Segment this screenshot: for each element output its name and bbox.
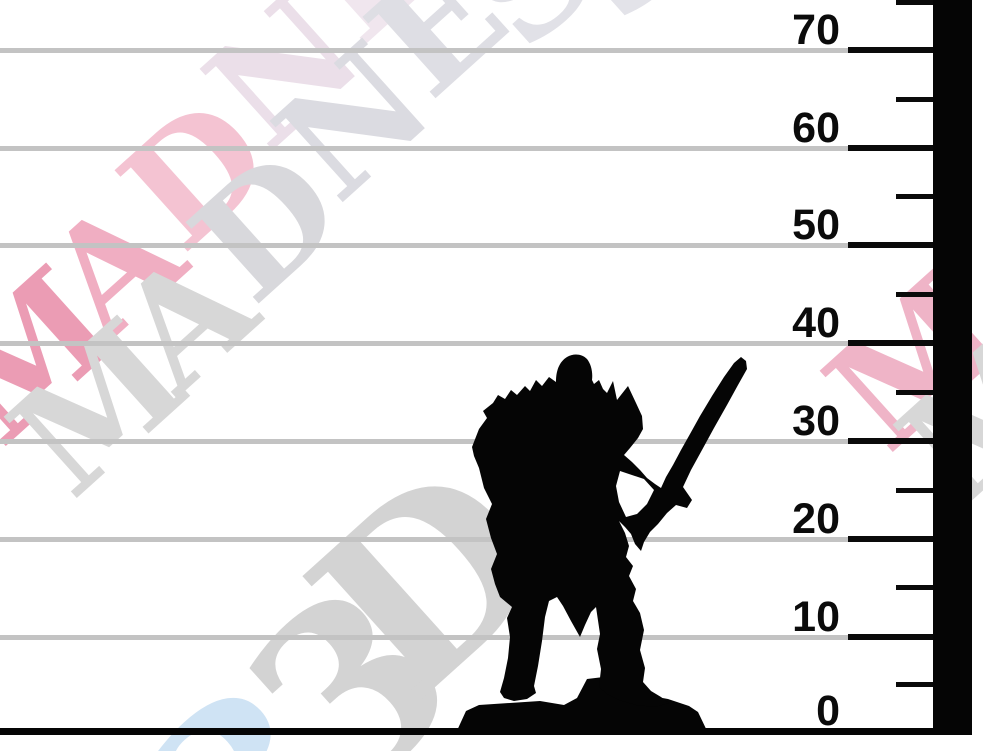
major-tick bbox=[848, 438, 933, 444]
gridline bbox=[0, 341, 850, 346]
major-tick bbox=[848, 634, 933, 640]
gridline bbox=[0, 537, 850, 542]
zero-baseline bbox=[0, 728, 972, 735]
minor-tick bbox=[896, 292, 933, 297]
gridline bbox=[0, 146, 850, 151]
major-tick bbox=[848, 47, 933, 53]
gridline bbox=[0, 635, 850, 640]
ruler-label: 30 bbox=[792, 397, 840, 445]
base-rock bbox=[455, 676, 709, 735]
minor-tick bbox=[896, 0, 933, 5]
minor-tick bbox=[896, 390, 933, 395]
ruler-label: 70 bbox=[792, 6, 840, 54]
minor-tick bbox=[896, 97, 933, 102]
warrior-silhouette bbox=[472, 354, 747, 707]
minor-tick bbox=[896, 194, 933, 199]
ruler-label: 0 bbox=[816, 687, 840, 735]
gridline bbox=[0, 439, 850, 444]
major-tick bbox=[848, 536, 933, 542]
ruler-vertical-bar bbox=[933, 0, 972, 735]
ruler-label: 20 bbox=[792, 495, 840, 543]
ruler-label: 60 bbox=[792, 104, 840, 152]
gridline bbox=[0, 48, 850, 53]
ruler-label: 10 bbox=[792, 593, 840, 641]
major-tick bbox=[848, 242, 933, 248]
ruler-label: 50 bbox=[792, 201, 840, 249]
ruler-label: 40 bbox=[792, 299, 840, 347]
major-tick bbox=[848, 145, 933, 151]
major-tick bbox=[848, 340, 933, 346]
minor-tick bbox=[896, 682, 933, 687]
minor-tick bbox=[896, 585, 933, 590]
minor-tick bbox=[896, 488, 933, 493]
gridline bbox=[0, 243, 850, 248]
